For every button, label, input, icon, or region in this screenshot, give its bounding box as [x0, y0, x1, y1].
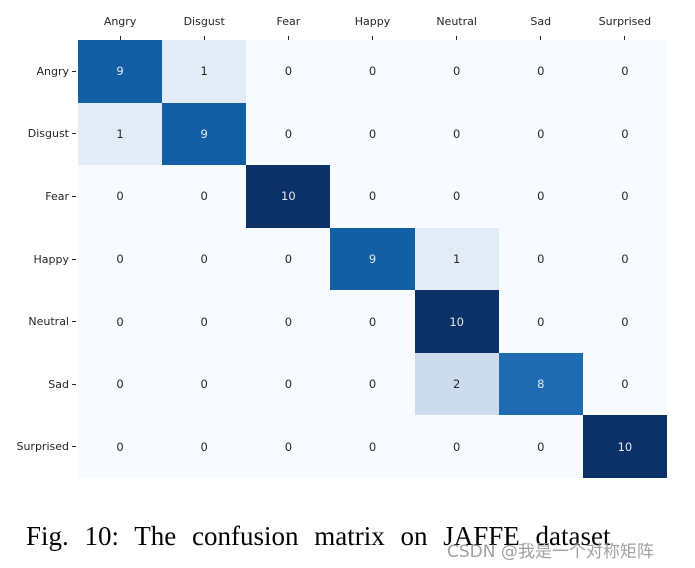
heatmap-cell: 0: [582, 227, 667, 291]
heatmap-cell: 0: [162, 352, 247, 416]
y-tick-mark: [72, 195, 76, 197]
x-axis-tick-labels: Angry Disgust Fear Happy Neutral Sad Surprised: [78, 10, 667, 40]
heatmap-cell: 9: [78, 40, 163, 103]
heatmap-cell: 0: [582, 102, 667, 166]
x-tick-mark: [624, 36, 626, 40]
heatmap-cell: 0: [582, 40, 667, 103]
heatmap-cell: 0: [78, 290, 163, 353]
heatmap-cell: 0: [330, 40, 415, 103]
heatmap-cell: 0: [78, 352, 163, 416]
y-tick-fear: Fear: [0, 165, 76, 228]
heatmap-cell: 0: [582, 165, 667, 228]
y-tick-neutral: Neutral: [0, 290, 76, 353]
heatmap-cell: 10: [414, 290, 499, 353]
y-tick-happy: Happy: [0, 228, 76, 291]
heatmap-cell: 0: [162, 227, 247, 291]
heatmap-cell: 2: [414, 352, 499, 416]
heatmap-cell: 10: [246, 165, 331, 228]
heatmap-cell: 10: [582, 415, 667, 478]
x-tick-label: Surprised: [598, 15, 652, 28]
heatmap-cell: 0: [78, 227, 163, 291]
x-tick-mark: [203, 36, 205, 40]
y-tick-mark: [72, 446, 76, 448]
y-tick-mark: [72, 321, 76, 323]
y-tick-mark: [72, 133, 76, 135]
y-tick-mark: [72, 383, 76, 385]
x-tick-mark: [540, 36, 542, 40]
heatmap-grid: 9 1 0 0 0 0 0 1 9 0 0 0 0 0 0 0 10 0 0 0 0 0 0 0 9 1 0 0 0 0 0 0 10 0 0 0 0 0…: [78, 40, 667, 478]
y-tick-mark: [72, 70, 76, 72]
heatmap-cell: 1: [414, 227, 499, 291]
heatmap-cell: 1: [162, 40, 247, 103]
y-tick-surprised: Surprised: [0, 415, 76, 478]
heatmap-cell: 0: [582, 352, 667, 416]
heatmap-cell: 0: [162, 165, 247, 228]
x-tick-mark: [371, 36, 373, 40]
x-tick-angry: Angry: [78, 10, 162, 40]
y-tick-sad: Sad: [0, 353, 76, 416]
heatmap-cell: 0: [498, 290, 583, 353]
y-tick-label: Angry: [36, 64, 69, 78]
heatmap-cell: 0: [162, 290, 247, 353]
y-tick-label: Surprised: [16, 440, 69, 454]
heatmap-cell: 0: [414, 102, 499, 166]
heatmap-cell: 0: [330, 165, 415, 228]
heatmap-cell: 0: [246, 102, 331, 166]
heatmap-cell: 0: [162, 415, 247, 478]
csdn-watermark: CSDN @我是一个对称矩阵: [447, 542, 654, 562]
heatmap-cell: 0: [78, 165, 163, 228]
heatmap-cell: 0: [330, 102, 415, 166]
x-tick-label: Neutral: [436, 15, 477, 28]
y-tick-label: Fear: [45, 189, 69, 203]
heatmap-cell: 0: [246, 290, 331, 353]
heatmap-cell: 0: [246, 227, 331, 291]
y-tick-label: Sad: [48, 377, 69, 391]
x-tick-neutral: Neutral: [415, 10, 499, 40]
x-tick-label: Happy: [354, 15, 391, 28]
x-tick-disgust: Disgust: [162, 10, 246, 40]
y-axis-tick-labels: Angry Disgust Fear Happy Neutral Sad Surprised: [0, 40, 76, 478]
heatmap-cell: 0: [330, 352, 415, 416]
x-tick-label: Fear: [276, 15, 301, 28]
y-tick-mark: [72, 258, 76, 260]
y-tick-angry: Angry: [0, 40, 76, 103]
x-tick-label: Sad: [530, 15, 552, 28]
heatmap-cell: 0: [498, 40, 583, 103]
x-tick-mark: [287, 36, 289, 40]
heatmap-cell: 9: [162, 102, 247, 166]
y-tick-label: Neutral: [28, 315, 69, 329]
heatmap-cell: 0: [330, 290, 415, 353]
heatmap-cell: 0: [414, 40, 499, 103]
x-tick-mark: [119, 36, 121, 40]
x-tick-surprised: Surprised: [583, 10, 667, 40]
heatmap-cell: 0: [330, 415, 415, 478]
figure-caption: Fig. 10: The confusion matrix on JAFFE d…: [26, 521, 611, 551]
heatmap-cell: 9: [330, 227, 415, 291]
heatmap-cell: 0: [246, 415, 331, 478]
heatmap-cell: 0: [414, 415, 499, 478]
heatmap-cell: 0: [246, 40, 331, 103]
heatmap-cell: 0: [78, 415, 163, 478]
x-tick-mark: [456, 36, 458, 40]
heatmap-cell: 8: [498, 352, 583, 416]
x-tick-happy: Happy: [330, 10, 414, 40]
y-tick-label: Happy: [33, 252, 70, 266]
heatmap-cell: 0: [498, 102, 583, 166]
y-tick-label: Disgust: [27, 127, 69, 141]
heatmap-cell: 0: [246, 352, 331, 416]
heatmap-cell: 0: [498, 227, 583, 291]
x-tick-sad: Sad: [499, 10, 583, 40]
x-tick-fear: Fear: [246, 10, 330, 40]
x-tick-label: Angry: [103, 15, 137, 28]
heatmap-cell: 0: [582, 290, 667, 353]
heatmap-cell: 0: [498, 165, 583, 228]
heatmap-cell: 0: [498, 415, 583, 478]
y-tick-disgust: Disgust: [0, 103, 76, 166]
heatmap-cell: 1: [78, 102, 163, 166]
heatmap-cell: 0: [414, 165, 499, 228]
x-tick-label: Disgust: [183, 15, 225, 28]
